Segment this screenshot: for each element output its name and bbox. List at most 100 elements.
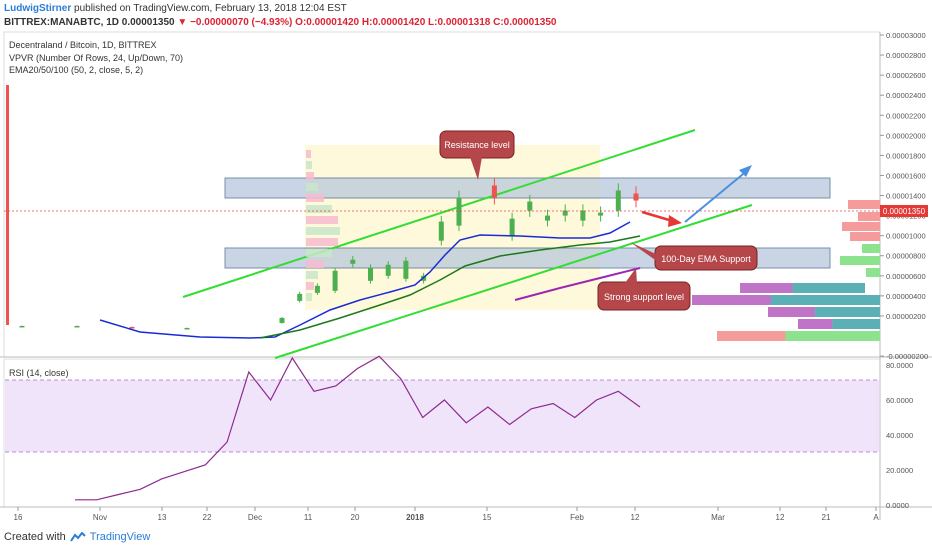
volume-profile-bar	[740, 283, 793, 293]
price-tick-label: 0.00002400	[886, 91, 926, 100]
ohlc-line: BITTREX:MANABTC, 1D 0.00001350 ▼ −0.0000…	[4, 17, 557, 28]
legend-rsi: RSI (14, close)	[9, 368, 69, 378]
volume-profile-bar	[717, 331, 786, 341]
candle-body	[279, 317, 285, 323]
volume-profile-bar	[770, 295, 880, 305]
rsi-axis[interactable]: 80.0000 60.0000 40.0000 20.0000 0.0000	[886, 361, 913, 510]
rsi-tick-label: 60.0000	[886, 396, 913, 405]
price-tick-label: 0.00002800	[886, 51, 926, 60]
strong-support-callout[interactable]: Strong support level	[597, 268, 691, 311]
time-tick-label: 20	[351, 513, 360, 522]
volume-profile-bar	[840, 256, 880, 265]
time-axis[interactable]: 16 Nov 13 22 Dec 11 20 2018 15 Feb 12 Mar 12 21 A	[14, 507, 880, 522]
volume-profile-bar	[768, 307, 816, 317]
rsi-tick-label: 80.0000	[886, 361, 913, 370]
price-axis[interactable]: 0.00003000 0.00002800 0.00002600 0.00002400…	[880, 31, 928, 361]
ohlc-values: O:0.00001420 H:0.00001420 L:0.00001318 C…	[295, 17, 557, 28]
resistance-callout[interactable]: Resistance level	[439, 130, 515, 180]
price-tick-label: 0.00003000	[886, 31, 926, 40]
time-tick-label: 16	[14, 513, 23, 522]
candle-body	[633, 193, 639, 201]
author-link[interactable]: LudwigStirner	[4, 3, 72, 14]
tradingview-logo-icon	[69, 531, 86, 542]
legend-ema: EMA20/50/100 (50, 2, close, 5, 2)	[9, 65, 143, 75]
chart-header: LudwigStirner published on TradingView.c…	[0, 0, 932, 32]
vpvr-left-histogram	[306, 150, 340, 301]
volume-profile	[692, 200, 880, 341]
current-price-text: 0.00001350	[883, 207, 926, 216]
candle-body	[527, 201, 533, 211]
ema-support-callout[interactable]: 100-Day EMA Support	[630, 242, 758, 271]
price-tick-label: 0.00002000	[886, 131, 926, 140]
volume-profile-bar	[842, 222, 880, 231]
footer: Created with TradingView	[4, 531, 150, 543]
legend-title: Decentraland / Bitcoin, 1D, BITTREX	[9, 40, 157, 50]
symbol-label: BITTREX:MANABTC, 1D	[4, 17, 119, 28]
ema-mid-line	[259, 235, 641, 339]
time-tick-label: 12	[776, 513, 785, 522]
volume-profile-bar	[792, 283, 865, 293]
candle-body	[184, 327, 190, 330]
vpvr-left-bar	[306, 227, 340, 235]
candle-body	[438, 221, 444, 241]
candle-body	[19, 325, 25, 328]
vpvr-left-bar	[306, 205, 332, 213]
price-change: ▼ −0.00000070 (−4.93%)	[177, 17, 293, 28]
blue-arrow	[684, 169, 749, 223]
price-tick-label: -0.00000200	[886, 352, 928, 361]
vpvr-left-bar	[306, 282, 314, 290]
ema-support-label: 100-Day EMA Support	[661, 254, 751, 264]
price-tick-label: 0.00002600	[886, 71, 926, 80]
candle-body	[403, 260, 409, 279]
candle-body	[314, 285, 320, 293]
volume-profile-bar	[858, 212, 880, 221]
channel-upper-line[interactable]	[182, 129, 696, 298]
publish-line: LudwigStirner published on TradingView.c…	[4, 3, 347, 14]
vpvr-left-bar	[306, 216, 338, 224]
price-tick-label: 0.00000800	[886, 252, 926, 261]
time-tick-label: Dec	[248, 513, 262, 522]
price-tick-label: 0.00001800	[886, 151, 926, 160]
candle-body	[350, 259, 356, 264]
price-tick-label: 0.00001400	[886, 192, 926, 201]
candle-body	[332, 270, 338, 291]
legend-vpvr: VPVR (Number Of Rows, 24, Up/Down, 70)	[9, 53, 183, 63]
volume-profile-bar	[848, 200, 880, 209]
channel-lower-line[interactable]	[274, 204, 753, 359]
vpvr-left-bar	[306, 161, 312, 169]
time-tick-label: 11	[304, 513, 313, 522]
time-tick-label: A	[873, 513, 879, 522]
resistance-label: Resistance level	[444, 140, 510, 150]
vpvr-left-bar	[306, 194, 324, 202]
tradingview-brand[interactable]: TradingView	[89, 531, 151, 543]
candle-body	[598, 212, 604, 216]
left-spike-bar	[6, 85, 9, 325]
candle-body	[74, 325, 80, 328]
time-tick-label: Nov	[93, 513, 107, 522]
resistance-zone	[224, 177, 831, 199]
price-tick-label: 0.00002200	[886, 111, 926, 120]
ema-slow-line	[514, 267, 641, 301]
candle-body	[509, 218, 515, 236]
rsi-tick-label: 40.0000	[886, 431, 913, 440]
candle-body	[545, 215, 550, 221]
published-text: published on TradingView.com, February 1…	[74, 3, 347, 14]
candle-body	[385, 264, 391, 276]
vpvr-left-bar	[306, 183, 318, 191]
candle-body	[456, 197, 462, 226]
candle-body	[491, 185, 497, 198]
blue-arrow-head	[739, 165, 752, 177]
volume-profile-bar	[866, 268, 880, 277]
rsi-band	[5, 380, 879, 452]
current-price-tag	[880, 205, 928, 217]
time-tick-label: 13	[158, 513, 167, 522]
time-tick-label: 2018	[406, 513, 424, 522]
rsi-line	[75, 355, 641, 501]
rsi-tick-label: 20.0000	[886, 466, 913, 475]
volume-profile-bar	[862, 244, 880, 253]
red-arrow-head	[668, 215, 682, 227]
vpvr-left-bar	[306, 172, 314, 180]
time-tick-label: Feb	[570, 513, 584, 522]
last-price: 0.00001350	[121, 17, 175, 28]
